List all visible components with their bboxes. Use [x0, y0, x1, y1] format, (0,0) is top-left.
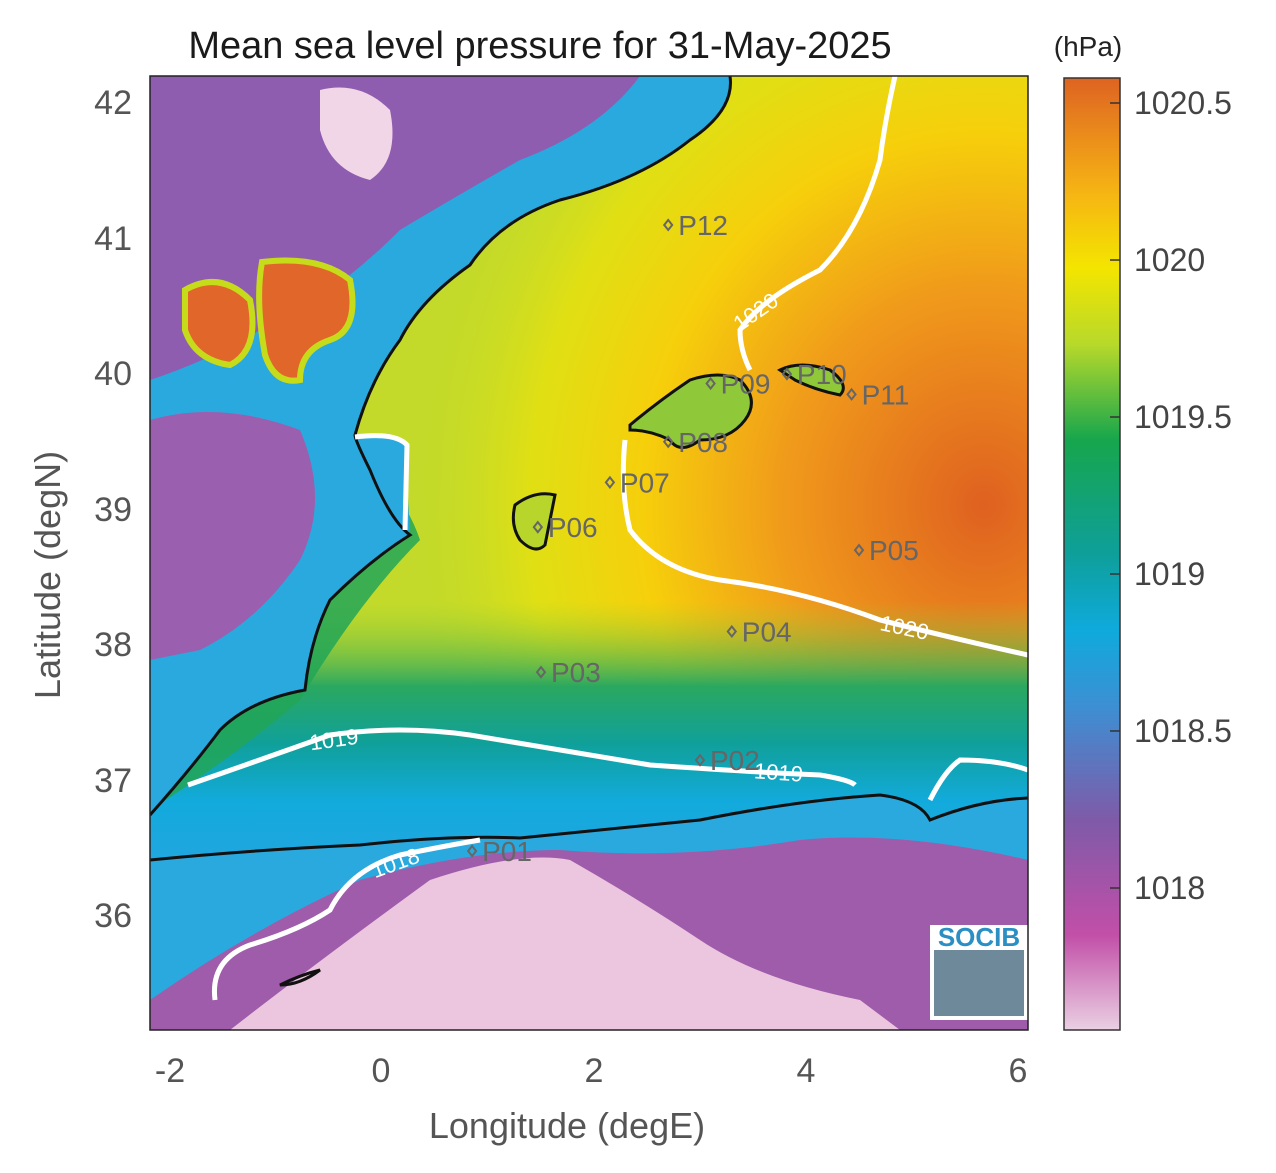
- colorbar-tick-label: 1020.5: [1134, 85, 1232, 121]
- contour-label-1019-b: 1019: [753, 758, 804, 786]
- station-marker: [853, 543, 865, 557]
- station-label: P03: [551, 657, 601, 688]
- x-tick-label: -2: [155, 1052, 185, 1090]
- colorbar-unit: (hPa): [1054, 31, 1122, 62]
- x-tick-label: 2: [585, 1052, 604, 1090]
- station-marker: [662, 435, 674, 449]
- ibiza: [511, 492, 557, 551]
- small-island: [279, 968, 321, 987]
- map-area: 1020 1020 1019 1019 1018 P01P02P03P04P05…: [150, 76, 1028, 1030]
- contour-1020-north: [737, 76, 898, 372]
- mountain-hotspot-2: [256, 257, 356, 384]
- africa-low-area: [230, 857, 900, 1030]
- colorbar-tick-label: 1018: [1134, 870, 1205, 906]
- station-marker: [846, 387, 857, 401]
- iberia-south-interior: [150, 412, 315, 660]
- station-marker: [662, 218, 674, 232]
- y-tick-label: 36: [94, 897, 132, 935]
- x-tick-label: 4: [797, 1052, 816, 1090]
- colorbar-ticks: [1110, 102, 1120, 889]
- station-marker: [781, 367, 793, 381]
- plot-frame: [149, 75, 1029, 1031]
- station-marker: [466, 844, 478, 858]
- africa-coastline: [150, 793, 1028, 862]
- colorbar-tick-label: 1018.5: [1134, 713, 1232, 749]
- contour-1020-south: [620, 439, 1028, 658]
- station-label: P06: [548, 512, 598, 543]
- station-label: P02: [710, 745, 760, 776]
- contour-1018: [211, 837, 481, 1001]
- station-label: P11: [862, 379, 910, 410]
- station-label: P07: [620, 467, 670, 498]
- y-tick-label: 39: [94, 491, 132, 529]
- station-markers: P01 P02 P03 P04 P05 P06 P07 P08 P09 P10 P11 P12: [466, 210, 919, 867]
- logo-text: SOCIB: [938, 922, 1020, 952]
- station-label: P10: [797, 359, 847, 390]
- x-axis-label: Longitude (degE): [429, 1105, 705, 1146]
- colorbar: [1063, 77, 1121, 1031]
- station-marker: [532, 520, 544, 534]
- y-axis-label: Latitude (degN): [27, 451, 68, 699]
- station-label: P01: [482, 836, 532, 867]
- contour-1019-east: [927, 757, 1028, 802]
- y-tick-label: 41: [94, 220, 132, 258]
- station-label: P12: [678, 210, 728, 241]
- colorbar-tick-label: 1019: [1134, 556, 1205, 592]
- y-tick-label: 38: [94, 626, 132, 664]
- x-tick-label: 6: [1009, 1052, 1028, 1090]
- station-marker: [535, 665, 547, 679]
- socib-logo: SOCIB: [930, 922, 1028, 1020]
- contour-1020-coast: [354, 433, 410, 531]
- x-tick-label: 0: [372, 1052, 391, 1090]
- y-tick-label: 42: [94, 84, 132, 122]
- station-label: P04: [742, 616, 792, 647]
- plateau-high: [320, 87, 393, 180]
- station-label: P08: [678, 427, 728, 458]
- station-marker: [694, 753, 706, 767]
- station-marker: [604, 475, 616, 490]
- contour-1019: [187, 727, 857, 788]
- colorbar-tick-label: 1019.5: [1134, 399, 1232, 435]
- station-marker: [726, 624, 738, 639]
- y-tick-label: 37: [94, 762, 132, 800]
- station-marker: [705, 376, 716, 391]
- station-label: P09: [721, 368, 771, 399]
- mountain-hotspot-1: [182, 279, 256, 369]
- menorca: [777, 363, 845, 397]
- chart-title: Mean sea level pressure for 31-May-2025: [188, 25, 891, 67]
- station-label: P05: [869, 535, 919, 566]
- y-tick-label: 40: [94, 355, 132, 393]
- colorbar-tick-label: 1020: [1134, 242, 1205, 278]
